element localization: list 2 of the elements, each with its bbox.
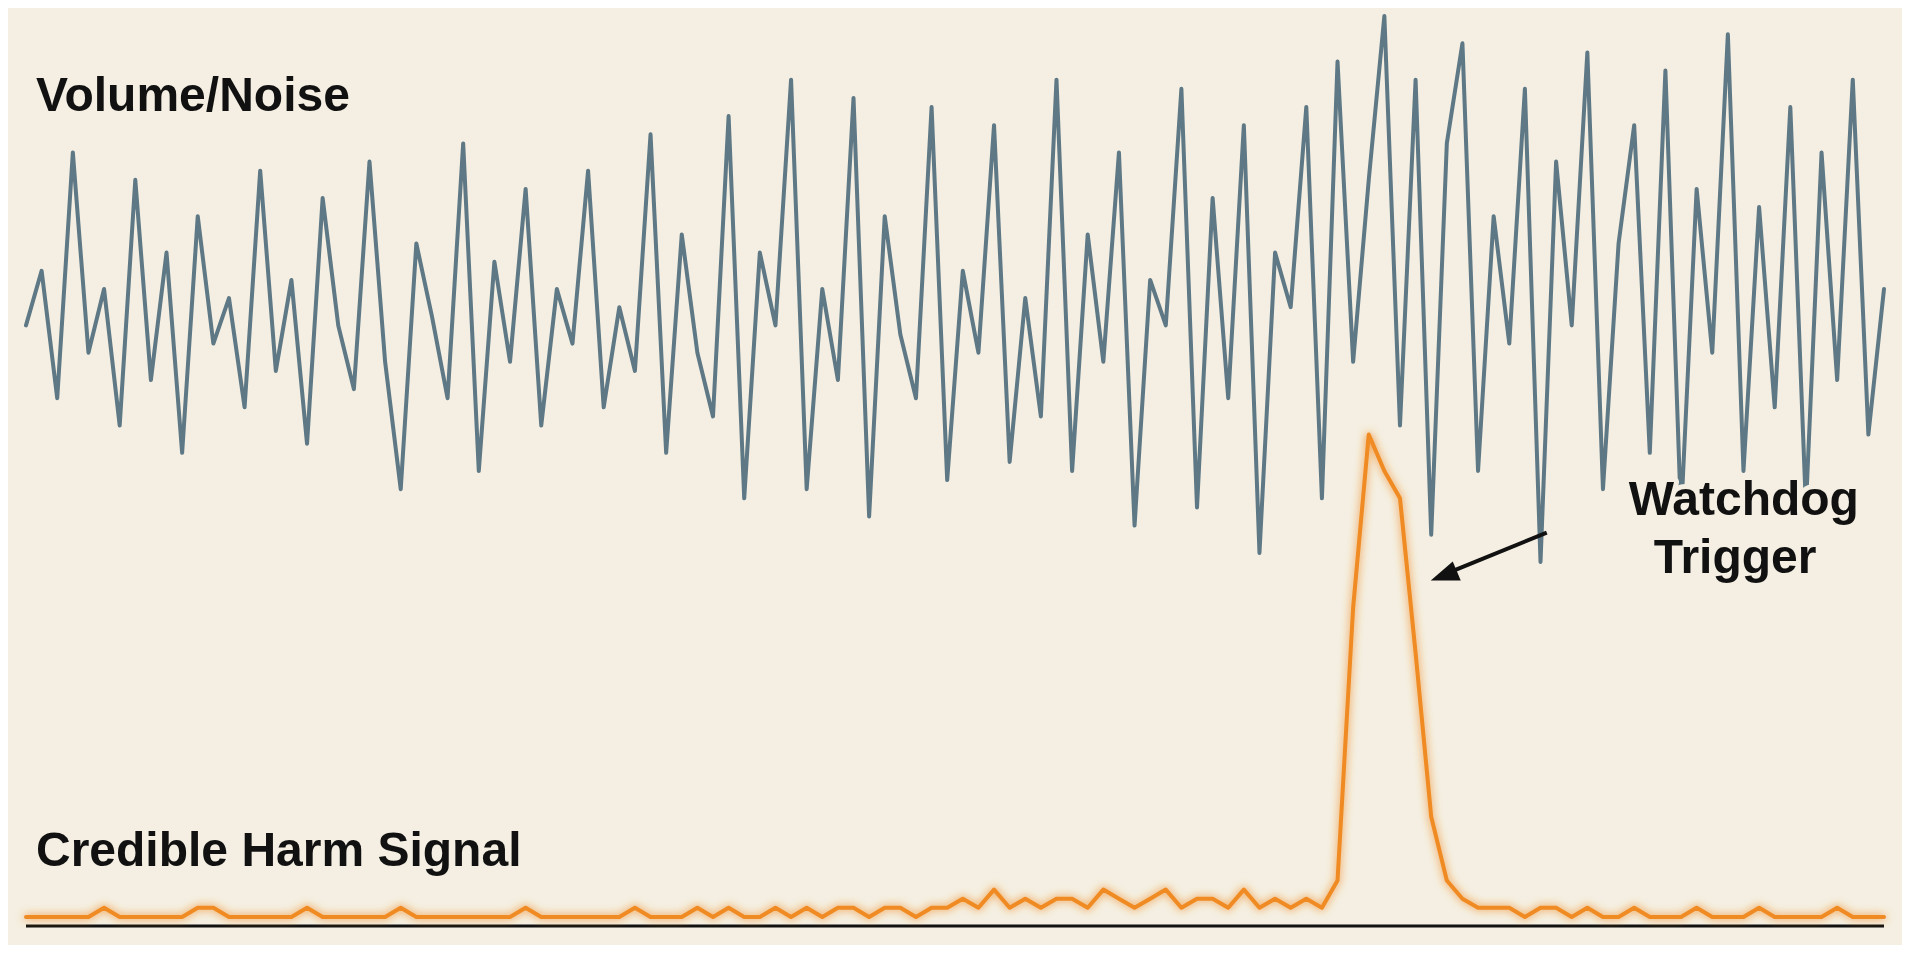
series-label: Volume/Noise — [36, 67, 350, 121]
series-label: Credible Harm Signal — [36, 822, 522, 876]
